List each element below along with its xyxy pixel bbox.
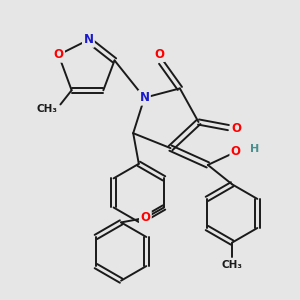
Text: N: N <box>140 91 149 104</box>
Text: CH₃: CH₃ <box>37 104 58 114</box>
Text: O: O <box>140 212 150 224</box>
Text: CH₃: CH₃ <box>222 260 243 270</box>
Text: O: O <box>232 122 242 135</box>
Text: O: O <box>154 48 164 61</box>
Text: N: N <box>83 33 93 46</box>
Text: O: O <box>54 48 64 61</box>
Text: O: O <box>231 145 241 158</box>
Text: H: H <box>250 144 259 154</box>
